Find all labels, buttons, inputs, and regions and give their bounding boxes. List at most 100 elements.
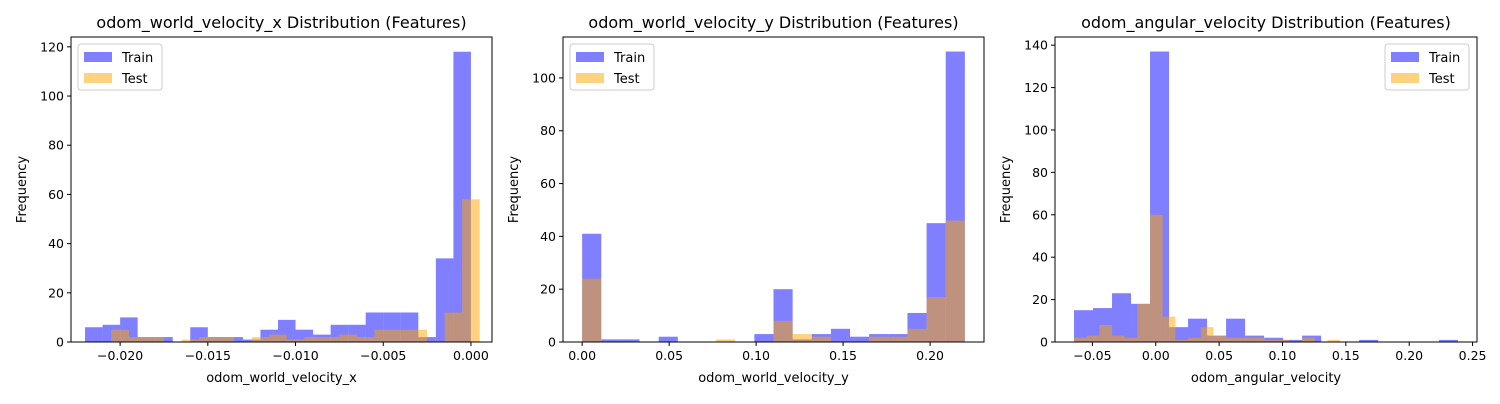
x-tick-label: −0.005 [360, 348, 406, 363]
bar-test-2 [146, 337, 164, 342]
bar-test-10 [1200, 327, 1214, 342]
legend: Train Test [569, 43, 655, 91]
bar-test-15 [409, 329, 428, 342]
y-tick-label: 0 [56, 335, 64, 350]
bar-test-9 [945, 220, 965, 342]
x-axis-label: odom_world_velocity_x [206, 371, 357, 386]
bar-test-6 [251, 337, 270, 342]
bar-test-0 [1074, 337, 1087, 342]
y-tick-label: 20 [48, 285, 64, 300]
chart-1: −0.020 −0.015 −0.010 −0.005 0.000 0 20 40 60 80 10… [15, 13, 493, 386]
bar-test-5 [1137, 303, 1151, 342]
y-tick-label: 100 [40, 89, 64, 104]
bar-test-7 [907, 328, 927, 342]
bar-test-5 [869, 336, 889, 342]
legend-swatch-train [576, 52, 604, 62]
bar-test-2 [1099, 325, 1113, 342]
legend: Train Test [77, 43, 163, 91]
x-tick-label: 0.20 [1395, 348, 1423, 363]
bar-test-7 [269, 334, 287, 342]
x-tick-label: 0.00 [1142, 348, 1170, 363]
y-tick-label: 20 [540, 282, 556, 297]
x-tick-label: 0.10 [742, 348, 770, 363]
y-tick-label: 20 [1032, 292, 1048, 307]
bar-train-0 [1074, 310, 1094, 342]
bar-test-13 [374, 329, 393, 342]
axes-frame [1054, 36, 1478, 343]
bar-train-8 [830, 328, 851, 342]
x-tick-label: 0.00 [568, 348, 596, 363]
bar-test-14 [392, 329, 410, 342]
legend: Train Test [1384, 43, 1470, 91]
chart-title: odom_world_velocity_x Distribution (Feat… [96, 13, 466, 33]
bar-test-3 [792, 334, 812, 342]
bar-test-17 [462, 199, 480, 342]
y-tick-label: 80 [48, 138, 64, 153]
legend-swatch-train [1391, 52, 1419, 62]
y-tick-label: 80 [540, 123, 556, 138]
series-train [85, 51, 471, 343]
y-axis-label: Frequency [15, 156, 30, 223]
x-tick-label: 0.000 [453, 348, 489, 363]
bar-test-8 [286, 339, 305, 342]
bar-test-3 [1112, 335, 1125, 342]
bar-test-13 [1238, 337, 1252, 342]
bar-train-2 [1112, 293, 1132, 342]
y-tick-label: 140 [1024, 38, 1048, 53]
bar-test-0 [582, 278, 602, 342]
y-tick-label: 0 [1040, 335, 1048, 350]
y-axis-label: Frequency [999, 156, 1014, 223]
y-tick-label: 120 [40, 39, 64, 54]
x-tick-label: −0.010 [272, 348, 318, 363]
bar-test-17 [1302, 337, 1315, 342]
legend-swatch-test [84, 73, 112, 83]
bar-train-9 [850, 336, 870, 342]
y-tick-label: 60 [1032, 207, 1048, 222]
axes-frame [562, 36, 985, 343]
bar-test-4 [811, 336, 831, 342]
axes-frame [70, 36, 493, 343]
bar-test-7 [1162, 316, 1176, 342]
legend-label-test: Test [121, 72, 148, 87]
x-tick-label: 0.05 [1205, 348, 1233, 363]
y-tick-label: 100 [1024, 122, 1048, 137]
bar-train-11 [1283, 339, 1303, 342]
y-axis-label: Frequency [507, 156, 522, 223]
bar-test-16 [1276, 339, 1290, 342]
bar-test-8 [1175, 339, 1189, 342]
x-tick-label: 0.20 [916, 348, 944, 363]
x-axis-label: odom_angular_velocity [1191, 371, 1342, 386]
x-tick-label: 0.15 [829, 348, 857, 363]
bar-test-6 [1150, 214, 1163, 342]
bar-test-1 [1086, 335, 1100, 342]
legend-label-test: Test [1428, 72, 1455, 87]
x-tick-label: −0.015 [185, 348, 231, 363]
bar-test-8 [926, 297, 946, 342]
x-tick-label: 0.05 [655, 348, 683, 363]
bar-test-4 [1124, 337, 1138, 342]
bar-test-11 [339, 334, 357, 342]
bar-test-1 [128, 337, 147, 342]
series-train [582, 51, 965, 343]
x-tick-label: −0.020 [97, 348, 143, 363]
y-tick-label: 80 [1032, 165, 1048, 180]
y-tick-label: 0 [548, 335, 556, 350]
y-tick-label: 40 [1032, 250, 1048, 265]
bar-test-3 [181, 339, 200, 342]
bar-train-13 [1359, 339, 1379, 342]
y-tick-label: 120 [1024, 80, 1048, 95]
bar-test-18 [1327, 339, 1341, 342]
bar-test-9 [1188, 337, 1201, 342]
y-tick-label: 40 [48, 236, 64, 251]
legend-label-train: Train [613, 51, 645, 66]
chart-2: 0.00 0.05 0.10 0.15 0.20 0 20 40 60 80 100 odom_wor… [507, 13, 985, 386]
legend-label-train: Train [121, 51, 153, 66]
x-tick-label: 0.10 [1269, 348, 1297, 363]
bar-test-11 [1213, 335, 1227, 342]
x-tick-label: −0.05 [1073, 348, 1111, 363]
chart-3: −0.05 0.00 0.05 0.10 0.15 0.20 0.25 0 20 40 60 80 10… [999, 13, 1486, 386]
bar-train-14 [1438, 339, 1458, 342]
bar-test-15 [1264, 339, 1277, 342]
bar-test-4 [199, 337, 217, 342]
